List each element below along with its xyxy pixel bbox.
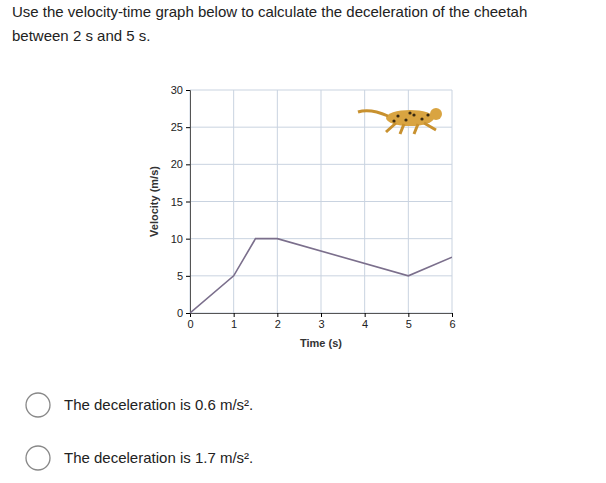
x-tick-label: 3 [318,318,324,330]
y-tick-label: 25 [171,121,183,133]
y-tick-mark [186,202,190,203]
grid-line-y [190,238,452,239]
x-tick-mark [365,313,366,317]
y-tick: 15 [171,196,190,208]
y-tick-mark [186,127,190,128]
x-tick-label: 4 [362,318,368,330]
x-tick: 4 [362,313,368,330]
y-axis-line [186,91,191,314]
x-tick-mark [234,313,235,317]
option-text[interactable]: The deceleration is 0.6 m/s². [64,396,253,413]
y-tick: 5 [177,270,190,282]
x-tick-label: 0 [187,318,193,330]
x-tick: 5 [406,313,412,330]
y-tick: 0 [177,307,190,319]
y-tick-label: 20 [171,158,183,170]
x-tick: 0 [187,313,193,330]
y-tick-mark [186,164,190,165]
y-tick-mark [186,276,190,277]
x-tick-mark [321,313,322,317]
cheetah-icon [358,108,442,134]
y-tick-mark [186,239,190,240]
y-axis: 0 5 10 15 20 25 30 [171,84,191,319]
x-tick-mark [277,313,278,317]
y-tick-mark [186,313,190,314]
grid-line-y [190,275,452,276]
x-tick-label: 2 [275,318,281,330]
y-tick-label: 0 [177,307,183,319]
x-tick-label: 6 [449,318,455,330]
plot-area [190,239,452,313]
y-tick: 20 [171,158,190,170]
x-tick-mark [408,313,409,317]
grid [190,90,452,313]
velocity-line [190,239,452,313]
question-text: between 2 s and 5 s. [12,27,150,44]
y-axis-title: Velocity (m/s) [148,166,160,237]
grid-line-y [190,90,452,91]
y-tick-label: 30 [171,84,183,96]
x-tick-label: 5 [406,318,412,330]
grid-line-y [190,164,452,165]
x-axis-line [191,314,453,318]
x-tick: 3 [318,313,324,330]
grid-line-y [190,127,452,128]
y-tick-label: 15 [171,196,183,208]
x-tick-label: 1 [231,318,237,330]
x-tick: 1 [231,313,237,330]
radio-button[interactable] [26,393,50,417]
y-tick-mark [186,90,190,91]
y-tick: 10 [171,233,190,245]
y-tick-label: 5 [177,270,183,282]
question-text: Use the velocity-time graph below to cal… [12,3,527,20]
page: Use the velocity-time graph below to cal… [0,0,606,483]
y-tick-label: 10 [171,233,183,245]
x-axis: 0 1 2 3 4 5 6 [187,313,455,330]
radio-button[interactable] [26,446,50,470]
x-tick: 6 [449,313,455,330]
y-tick: 30 [171,84,190,96]
x-tick: 2 [275,313,281,330]
x-tick-mark [452,313,453,317]
y-tick: 25 [171,121,190,133]
x-axis-title: Time (s) [300,337,342,349]
grid-line-y [190,201,452,202]
option-text[interactable]: The deceleration is 1.7 m/s². [64,449,253,466]
